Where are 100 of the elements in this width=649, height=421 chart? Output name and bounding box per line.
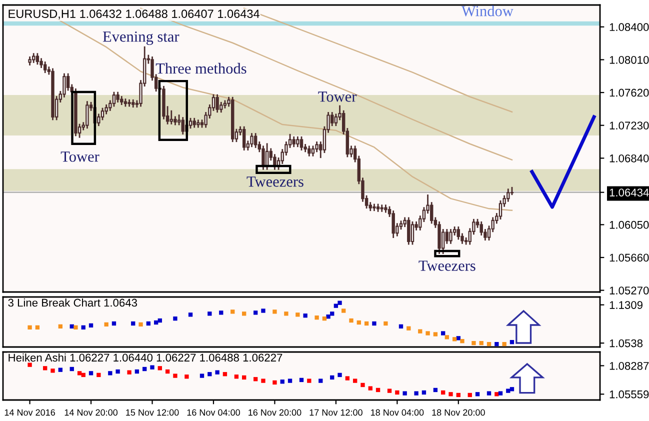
- point: [88, 371, 94, 376]
- candlestick: [456, 226, 460, 240]
- point: [208, 312, 212, 316]
- annotation: Three methods: [156, 62, 246, 74]
- candlestick: [262, 146, 265, 170]
- point: [406, 326, 411, 330]
- y-tick-label: 1.08287: [610, 362, 649, 370]
- point: [158, 318, 162, 323]
- point: [494, 342, 499, 346]
- point: [510, 340, 514, 344]
- candlestick: [449, 229, 452, 244]
- point: [422, 390, 426, 395]
- point: [402, 391, 407, 396]
- x-tick-label: 16 Nov 04:00: [187, 409, 240, 416]
- candlestick: [372, 204, 376, 212]
- candlestick: [438, 221, 441, 254]
- point: [28, 362, 32, 367]
- point: [253, 377, 258, 382]
- point: [58, 368, 62, 372]
- annotation: Tower: [318, 92, 357, 102]
- point: [433, 388, 438, 392]
- point: [242, 375, 246, 380]
- point: [288, 378, 292, 383]
- point: [330, 312, 334, 316]
- y-tick-label: 1.07230: [610, 122, 649, 130]
- point: [456, 392, 460, 398]
- candlestick: [292, 136, 296, 148]
- point: [322, 316, 327, 321]
- point: [154, 320, 158, 325]
- candlestick: [250, 133, 254, 148]
- candlestick: [254, 133, 258, 148]
- candlestick: [216, 94, 219, 113]
- point: [28, 325, 32, 330]
- point: [352, 378, 358, 383]
- candlestick: [296, 136, 300, 148]
- point: [131, 321, 136, 326]
- candlestick: [330, 112, 334, 126]
- point: [70, 366, 74, 372]
- point: [219, 310, 224, 315]
- point: [468, 392, 472, 398]
- point: [345, 376, 350, 380]
- point: [460, 339, 464, 344]
- point: [116, 369, 120, 374]
- annotation: Tweezers: [418, 260, 476, 271]
- point: [272, 310, 277, 314]
- candlestick: [242, 126, 246, 150]
- candlestick: [43, 62, 47, 74]
- point: [418, 329, 422, 334]
- point: [104, 322, 108, 327]
- point: [452, 337, 457, 342]
- candlestick: [112, 92, 116, 107]
- point: [498, 391, 503, 396]
- y-tick-label: 1.06050: [610, 220, 649, 229]
- chart-title: EURUSD,H1 1.06432 1.06488 1.06407 1.06434: [8, 10, 260, 20]
- point: [142, 366, 147, 372]
- y-tick-label: 1.05270: [610, 286, 649, 294]
- point: [356, 320, 361, 325]
- point: [296, 312, 300, 317]
- point: [108, 371, 112, 376]
- candlestick: [116, 92, 120, 102]
- point: [426, 331, 430, 336]
- point: [444, 335, 450, 340]
- candlestick: [311, 146, 315, 156]
- y-tick-label: 1.05559: [610, 390, 649, 398]
- point: [50, 368, 55, 373]
- point: [502, 342, 506, 346]
- point: [58, 324, 62, 328]
- point: [479, 341, 484, 346]
- x-tick-label: 18 Nov 04:00: [371, 409, 424, 416]
- point: [173, 316, 178, 321]
- point: [74, 325, 78, 330]
- x-tick-label: 17 Nov 12:00: [310, 409, 362, 416]
- point: [280, 380, 284, 384]
- point: [494, 392, 499, 396]
- point: [360, 382, 365, 388]
- point: [456, 336, 460, 340]
- point: [342, 308, 346, 313]
- y-tick-label: 1.06434: [610, 188, 649, 196]
- annotation: Tweezers: [246, 176, 304, 187]
- point: [242, 312, 246, 316]
- point: [134, 369, 140, 374]
- point: [299, 378, 304, 382]
- point: [448, 392, 453, 396]
- point: [208, 372, 212, 376]
- point: [146, 321, 151, 326]
- point: [414, 391, 418, 396]
- point: [441, 331, 446, 336]
- point: [261, 308, 266, 313]
- point: [35, 325, 40, 330]
- point: [96, 372, 101, 378]
- point: [303, 314, 308, 318]
- point: [81, 325, 86, 330]
- point: [376, 388, 380, 392]
- point: [472, 341, 476, 346]
- point: [318, 378, 323, 383]
- point: [234, 374, 239, 379]
- point: [326, 314, 330, 319]
- candlestick: [315, 141, 318, 152]
- point: [165, 369, 170, 374]
- point: [88, 323, 94, 328]
